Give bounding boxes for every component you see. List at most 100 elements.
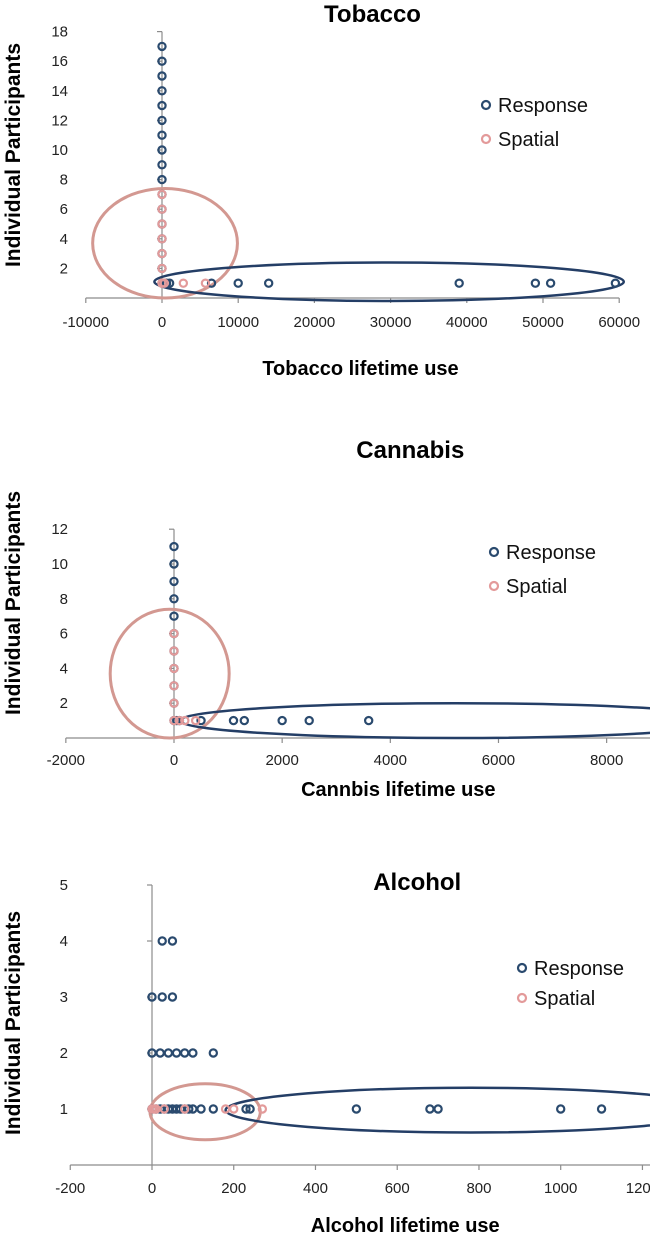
data-point-response <box>157 71 167 81</box>
y-tick-label: 12 <box>51 521 68 538</box>
data-point-spatial <box>157 204 167 214</box>
x-tick-label: 200 <box>221 1180 246 1197</box>
x-tick-label: 1200 <box>626 1180 650 1197</box>
y-tick-label: 18 <box>51 24 68 41</box>
x-tick-label: 6000 <box>482 752 515 769</box>
x-tick-label: -200 <box>55 1180 85 1197</box>
legend-label-response: Response <box>506 542 596 564</box>
data-point-response <box>157 174 167 185</box>
x-tick-label: 50000 <box>522 314 564 331</box>
data-point-response <box>351 1104 362 1114</box>
x-tick-label: 10000 <box>217 314 259 331</box>
y-tick-label: 4 <box>60 933 68 950</box>
data-point-response <box>556 1104 566 1114</box>
legend-label-spatial: Spatial <box>506 576 567 598</box>
x-tick-label: 30000 <box>370 314 412 331</box>
legend-marker-response <box>516 962 528 974</box>
series-response <box>157 41 621 288</box>
data-point-response <box>433 1104 443 1114</box>
x-axis-label: Tobacco lifetime use <box>262 358 458 380</box>
series-spatial <box>157 189 211 288</box>
legend-marker-response <box>488 546 500 558</box>
x-tick-label: 1000 <box>544 1180 577 1197</box>
y-tick-label: 5 <box>60 877 68 894</box>
x-tick-label: 600 <box>385 1180 410 1197</box>
data-point-response <box>196 715 206 726</box>
data-point-response <box>454 278 464 288</box>
data-point-response <box>169 541 179 552</box>
y-tick-label: 10 <box>51 142 68 159</box>
data-point-response <box>239 715 250 726</box>
x-axis-label: Cannbis lifetime use <box>301 779 496 801</box>
legend: Response Spatial <box>480 95 588 151</box>
y-axis-label: Individual Participants <box>2 911 25 1135</box>
data-point-spatial <box>159 1104 169 1114</box>
data-point-spatial <box>180 715 190 726</box>
x-tick-label: 800 <box>466 1180 491 1197</box>
data-point-spatial <box>157 219 167 229</box>
data-point-spatial <box>169 715 179 726</box>
series-spatial <box>169 628 201 726</box>
y-tick-label: 10 <box>51 556 68 573</box>
data-point-spatial <box>169 698 179 708</box>
y-tick-label: 4 <box>60 660 68 677</box>
legend-label-spatial: Spatial <box>534 988 595 1010</box>
data-point-spatial <box>169 681 179 691</box>
y-axis-label: Individual Participants <box>2 43 25 267</box>
series-spatial <box>147 1104 268 1114</box>
data-point-response <box>208 1104 219 1114</box>
data-point-spatial <box>157 248 167 259</box>
data-point-spatial <box>169 628 179 639</box>
data-point-response <box>169 594 179 604</box>
x-tick-label: -10000 <box>62 314 109 331</box>
data-point-response <box>157 115 167 126</box>
data-point-response <box>157 160 167 170</box>
y-tick-label: 2 <box>60 260 68 277</box>
data-point-response <box>241 1104 251 1114</box>
response-highlight-ellipse <box>178 701 650 740</box>
chart-title: Alcohol <box>373 869 461 896</box>
data-point-response <box>163 1048 174 1058</box>
data-point-spatial <box>257 1104 268 1114</box>
x-tick-label: 0 <box>158 314 166 331</box>
data-point-response <box>157 936 167 946</box>
data-point-response <box>157 41 167 52</box>
data-point-response <box>188 1048 198 1058</box>
data-point-response <box>155 1048 165 1058</box>
data-point-response <box>425 1104 435 1114</box>
data-point-response <box>196 1104 206 1114</box>
data-point-response <box>169 559 179 569</box>
legend-marker-response <box>480 99 492 111</box>
x-tick-label: 60000 <box>598 314 640 331</box>
data-point-response <box>206 278 217 288</box>
legend-label-spatial: Spatial <box>498 129 559 151</box>
legend-label-response: Response <box>498 95 588 117</box>
data-point-spatial <box>174 715 185 726</box>
y-tick-label: 4 <box>60 231 68 248</box>
spatial-highlight-circle <box>91 186 239 300</box>
y-tick-label: 12 <box>51 112 68 129</box>
data-point-response <box>167 992 178 1002</box>
data-point-response <box>157 100 167 111</box>
legend: Response Spatial <box>488 542 596 598</box>
y-tick-label: 3 <box>60 989 68 1006</box>
data-point-response <box>169 576 179 587</box>
x-tick-label: 4000 <box>374 752 407 769</box>
data-point-response <box>304 715 314 726</box>
data-point-spatial <box>179 1104 190 1114</box>
legend-label-response: Response <box>534 958 624 980</box>
data-point-response <box>610 278 621 288</box>
data-point-response <box>157 56 167 66</box>
data-point-response <box>157 145 167 155</box>
data-point-response <box>363 715 374 726</box>
data-point-spatial <box>169 646 179 656</box>
y-axis-label: Individual Participants <box>2 491 25 715</box>
x-tick-label: -2000 <box>47 752 85 769</box>
x-tick-label: 2000 <box>265 752 298 769</box>
x-axis-label: Alcohol lifetime use <box>311 1215 500 1237</box>
x-tick-label: 8000 <box>590 752 623 769</box>
legend-marker-spatial <box>516 992 528 1004</box>
data-point-response <box>157 130 167 140</box>
x-tick-label: 40000 <box>446 314 488 331</box>
x-tick-label: 0 <box>170 752 178 769</box>
